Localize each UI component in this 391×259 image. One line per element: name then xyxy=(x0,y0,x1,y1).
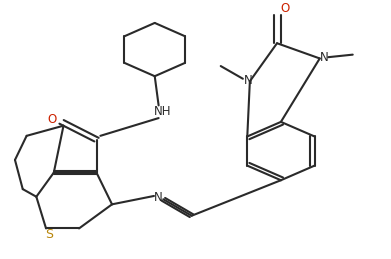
Text: S: S xyxy=(45,227,53,241)
Text: NH: NH xyxy=(154,105,171,118)
Text: O: O xyxy=(280,3,289,16)
Text: N: N xyxy=(320,51,329,64)
Text: O: O xyxy=(47,113,56,126)
Text: N: N xyxy=(154,191,163,205)
Text: N: N xyxy=(244,74,252,87)
